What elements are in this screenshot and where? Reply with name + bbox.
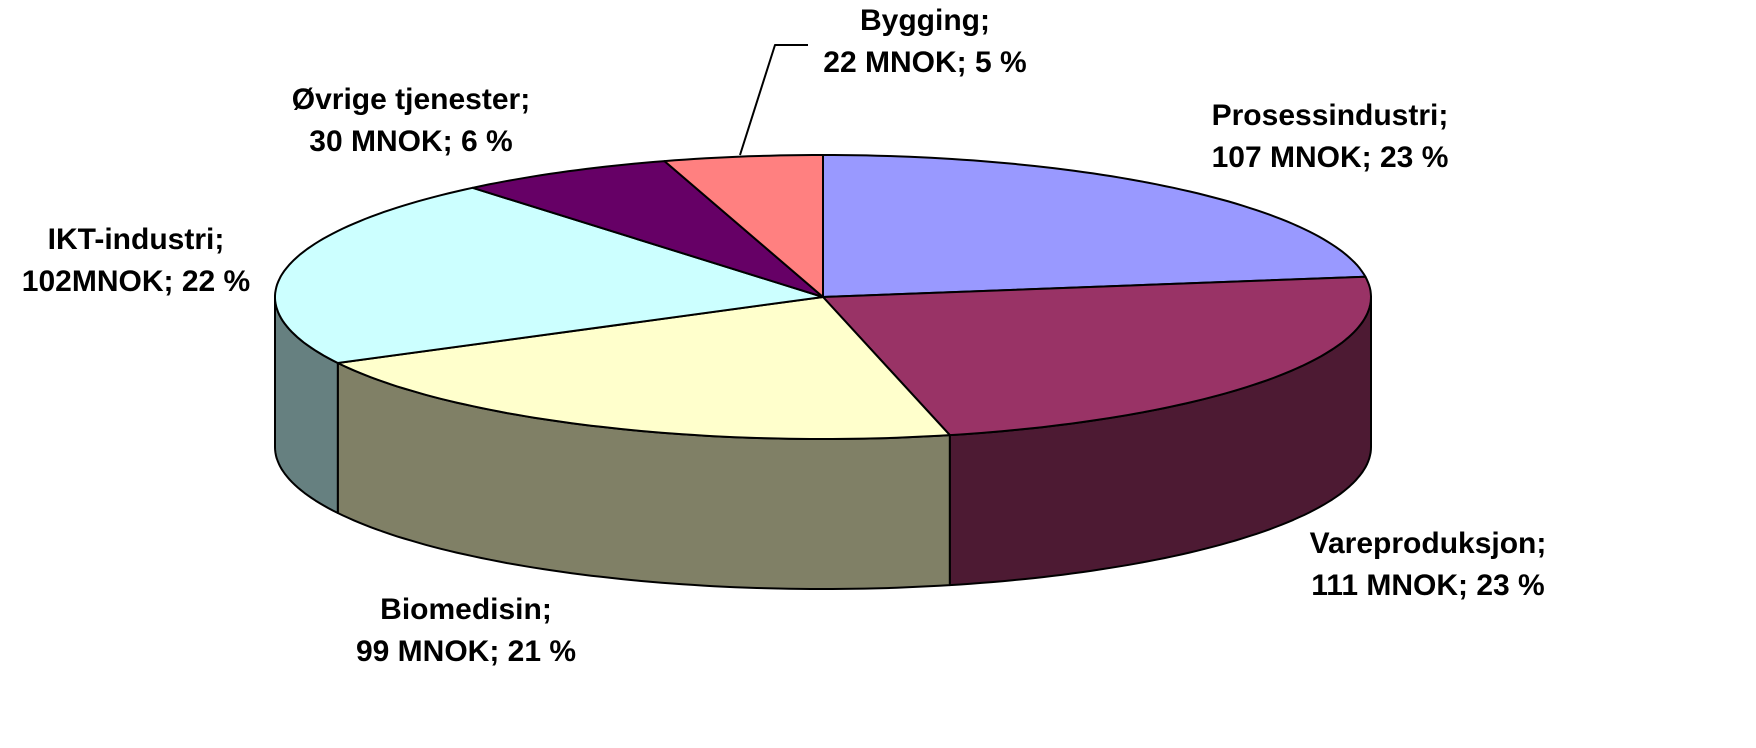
slice-top — [822, 275, 1372, 437]
slice — [274, 186, 824, 514]
slice-label-value: 111 MNOK; 23 % — [1311, 569, 1544, 602]
slice-label-name: Prosessindustri; — [1212, 99, 1449, 132]
slice-label-value: 30 MNOK; 6 % — [309, 125, 512, 158]
slice-label-name: IKT-industri; — [48, 223, 225, 256]
slice-label-value: 107 MNOK; 23 % — [1212, 141, 1449, 174]
slice-label-value: 102MNOK; 22 % — [22, 265, 250, 298]
slice — [822, 275, 1372, 587]
slice-top — [336, 296, 951, 440]
slice — [663, 154, 824, 298]
slice-label-name: Øvrige tjenester; — [292, 83, 530, 116]
slice-top — [471, 160, 824, 298]
slice — [822, 154, 1367, 298]
slice — [471, 160, 824, 298]
leader-line — [739, 44, 808, 156]
slice-top — [822, 154, 1367, 298]
slice-label-name: Biomedisin; — [380, 593, 552, 626]
slice-top — [663, 154, 824, 298]
slice-top — [274, 186, 824, 364]
slice-label-value: 22 MNOK; 5 % — [823, 46, 1026, 79]
slice-label-value: 99 MNOK; 21 % — [356, 635, 576, 668]
slice-label-name: Bygging; — [860, 4, 990, 37]
slice-label-name: Vareproduksjon; — [1310, 527, 1547, 560]
